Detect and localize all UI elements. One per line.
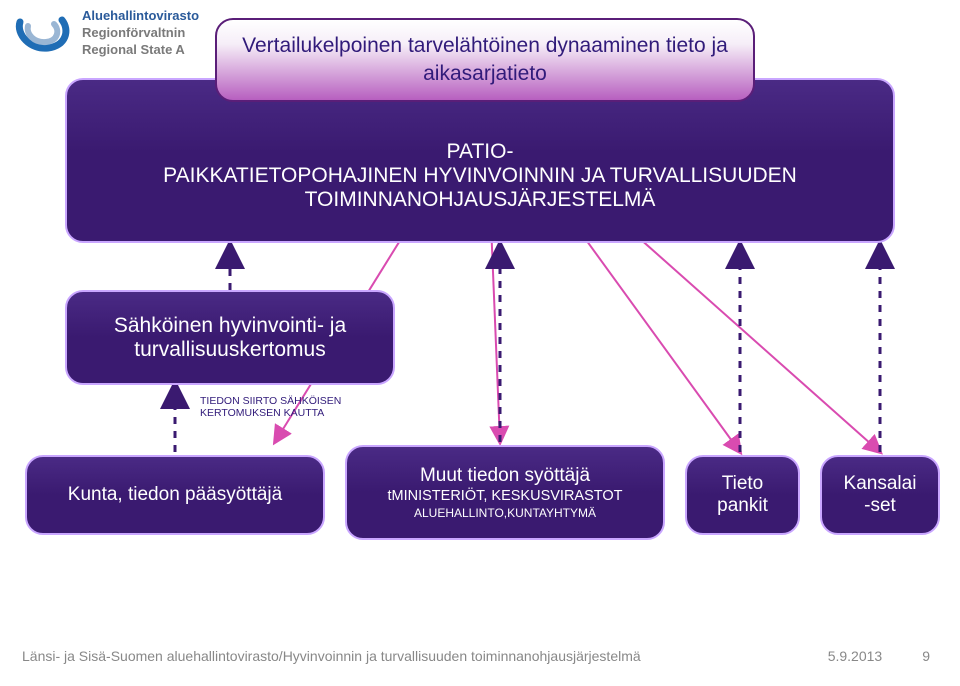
agency-name-block: Aluehallintovirasto Regionförvaltnin Reg…	[82, 8, 199, 59]
tieto-line1: Tieto	[722, 473, 764, 495]
patio-line1: PATIO-	[447, 140, 514, 164]
tiedon-siirto-label: TIEDON SIIRTO SÄHKÖISEN KERTOMUKSEN KAUT…	[200, 395, 400, 419]
footer-page: 9	[922, 648, 930, 664]
box-tieto: Tieto pankit	[685, 455, 800, 535]
agency-line-2: Regionförvaltnin	[82, 25, 199, 42]
kans-line1: Kansalai	[844, 473, 917, 495]
box-top: Vertailukelpoinen tarvelähtöinen dynaami…	[215, 18, 755, 102]
patio-line2: PAIKKATIETOPOHAJINEN HYVINVOINNIN JA TUR…	[90, 164, 870, 212]
sahk-line1: Sähköinen hyvinvointi- ja	[114, 314, 346, 338]
muut-line2: tMINISTERIÖT, KESKUSVIRASTOT	[388, 487, 623, 507]
tieto-line2: pankit	[717, 495, 768, 517]
kunta-text: Kunta, tiedon pääsyöttäjä	[68, 484, 282, 506]
muut-line3: ALUEHALLINTO,KUNTAYHTYMÄ	[414, 506, 596, 520]
footer-date: 5.9.2013	[828, 648, 883, 664]
footer-text: Länsi- ja Sisä-Suomen aluehallintovirast…	[22, 648, 828, 664]
muut-line1: Muut tiedon syöttäjä	[420, 465, 590, 487]
footer: Länsi- ja Sisä-Suomen aluehallintovirast…	[0, 648, 960, 664]
tiedon-l1: TIEDON SIIRTO SÄHKÖISEN	[200, 395, 400, 407]
box-kunta: Kunta, tiedon pääsyöttäjä	[25, 455, 325, 535]
tiedon-l2: KERTOMUKSEN KAUTTA	[200, 407, 400, 419]
sahk-line2: turvallisuuskertomus	[134, 338, 325, 362]
box-sahkoinen: Sähköinen hyvinvointi- ja turvallisuuske…	[65, 290, 395, 385]
kans-line2: -set	[864, 495, 896, 517]
agency-line-3: Regional State A	[82, 42, 199, 59]
agency-line-1: Aluehallintovirasto	[82, 8, 199, 25]
box-muut: Muut tiedon syöttäjä tMINISTERIÖT, KESKU…	[345, 445, 665, 540]
top-text: Vertailukelpoinen tarvelähtöinen dynaami…	[233, 32, 737, 89]
header: Aluehallintovirasto Regionförvaltnin Reg…	[12, 8, 199, 59]
box-patio: PATIO- PAIKKATIETOPOHAJINEN HYVINVOINNIN…	[65, 78, 895, 243]
box-kansalai: Kansalai -set	[820, 455, 940, 535]
agency-logo	[12, 8, 72, 56]
